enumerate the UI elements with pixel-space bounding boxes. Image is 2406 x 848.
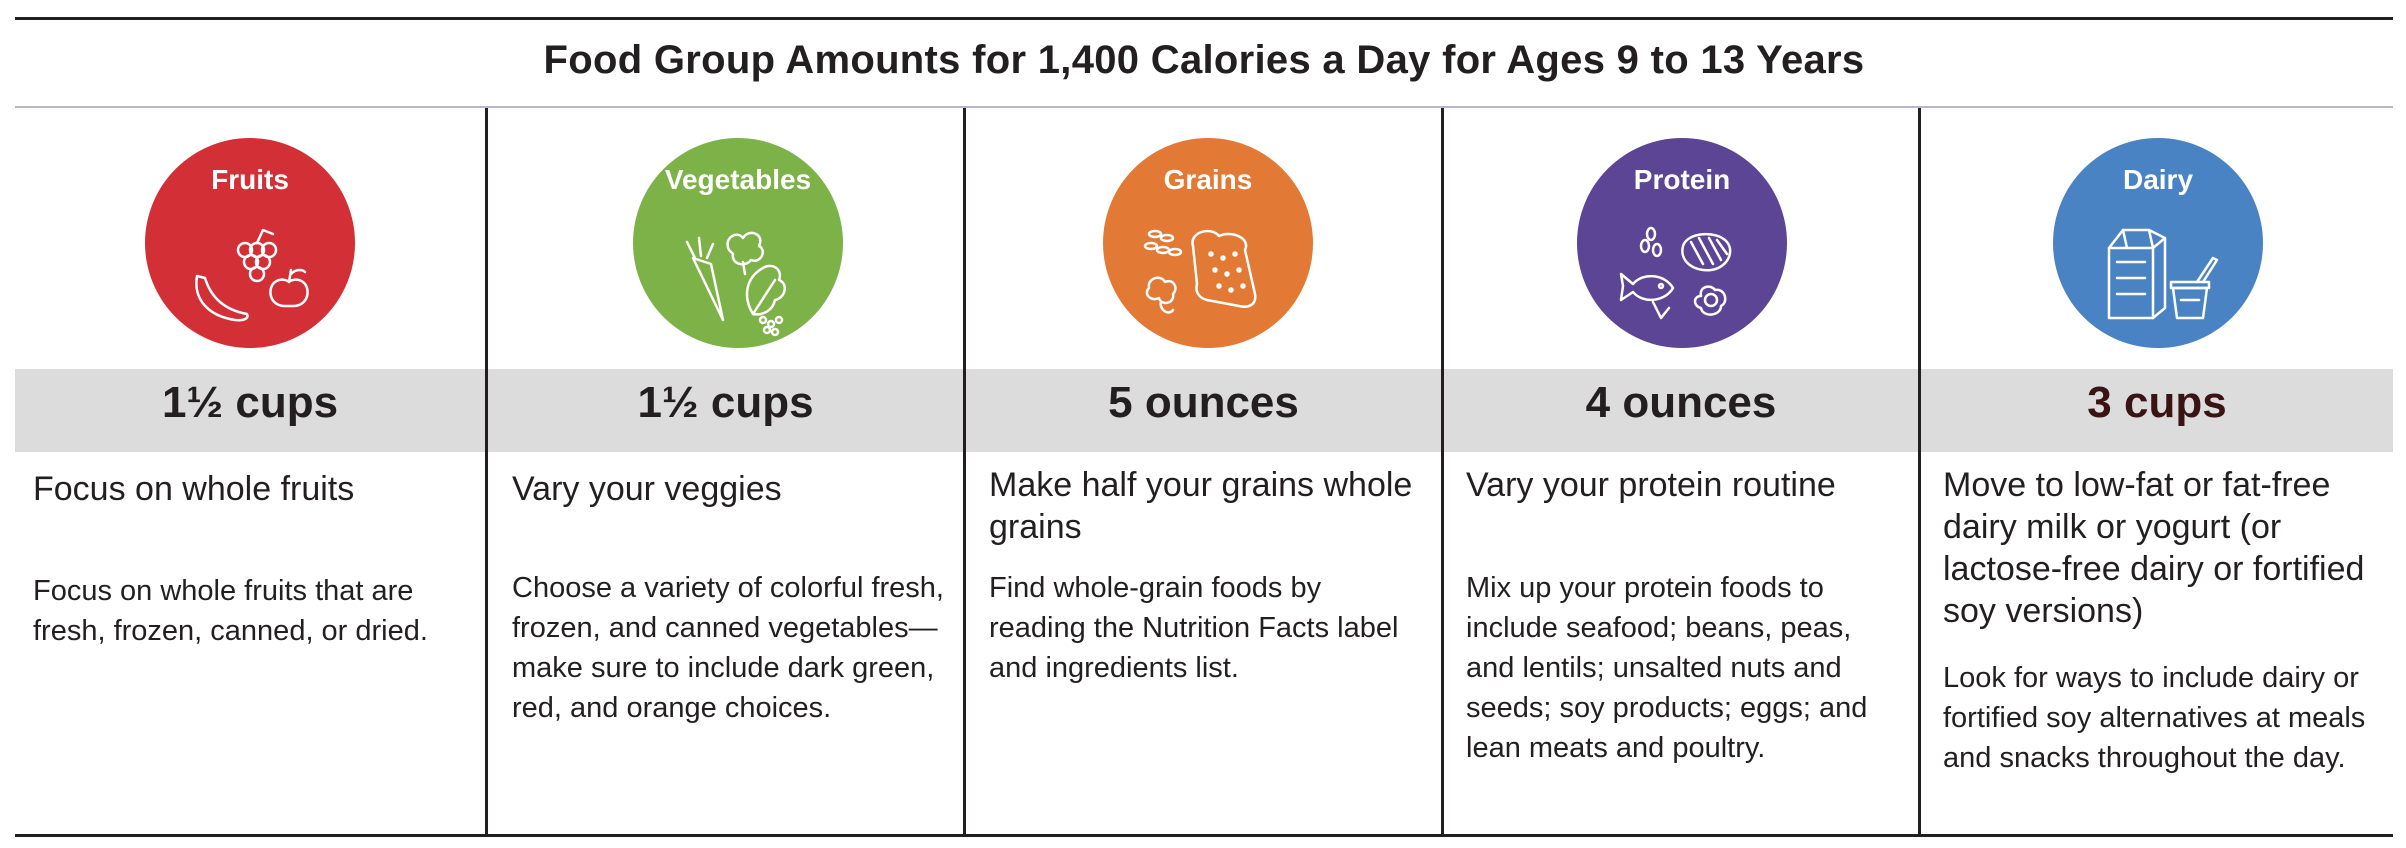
food-group-heading: Focus on whole fruits — [33, 470, 355, 508]
title-rule — [15, 106, 2393, 108]
column-divider — [1918, 108, 1921, 834]
vegetables-icon — [685, 231, 787, 337]
amount-band — [15, 369, 2393, 452]
protein-circle: Protein — [1577, 138, 1787, 348]
food-group-description: Mix up your protein foods to include sea… — [1466, 572, 1868, 764]
food-amount: 4 ounces — [1585, 378, 1777, 427]
food-group-name: Protein — [1633, 164, 1731, 195]
food-group-description: Look for ways to include dairy or fortif… — [1943, 662, 2366, 774]
food-amount: 3 cups — [2087, 378, 2227, 427]
food-group-description: Choose a variety of colorful fresh, froz… — [512, 572, 944, 724]
grains-circle: Grains — [1103, 138, 1313, 348]
page-title: Food Group Amounts for 1,400 Calories a … — [543, 38, 1865, 82]
fruits-circle: Fruits — [145, 138, 355, 348]
grains-icon — [1143, 229, 1257, 314]
food-group-vegetables: Vegetables 1½ cups Vary your veggies Cho… — [488, 108, 963, 834]
food-amount: 5 ounces — [1108, 378, 1299, 427]
food-group-name: Fruits — [211, 164, 289, 195]
column-divider — [1441, 108, 1444, 834]
food-group-protein: Protein 4 ounces Vary your protein routi… — [1444, 108, 1918, 834]
food-group-heading: Vary your protein routine — [1466, 466, 1836, 504]
column-divider — [963, 108, 966, 834]
food-group-name: Vegetables — [664, 164, 812, 195]
bottom-rule — [15, 834, 2393, 837]
food-group-fruits: Fruits 1½ cups Focus on whole fruits Foc… — [15, 108, 485, 834]
food-amount: 1½ cups — [637, 378, 814, 427]
food-group-heading: Move to low-fat or fat-free dairy milk o… — [1943, 466, 2365, 630]
food-group-heading: Make half your grains whole grains — [989, 466, 1413, 546]
food-group-description: Focus on whole fruits that are fresh, fr… — [33, 575, 428, 647]
food-amount: 1½ cups — [161, 378, 339, 427]
food-group-heading: Vary your veggies — [512, 470, 782, 508]
vegetables-circle: Vegetables — [633, 138, 843, 348]
protein-icon — [1619, 226, 1732, 320]
dairy-circle: Dairy — [2053, 138, 2263, 348]
food-group-description: Find whole-grain foods by reading the Nu… — [989, 572, 1399, 684]
food-group-dairy: Dairy 3 cups Move to low-fat or fat-free… — [1921, 108, 2393, 834]
food-group-name: Grains — [1163, 164, 1253, 195]
top-rule — [15, 17, 2393, 20]
food-group-name: Dairy — [2122, 164, 2194, 195]
fruits-icon — [195, 228, 309, 322]
dairy-icon — [2107, 228, 2219, 320]
food-group-grains: Grains 5 ounces Make half your grains wh… — [966, 108, 1441, 834]
column-divider — [485, 108, 488, 834]
